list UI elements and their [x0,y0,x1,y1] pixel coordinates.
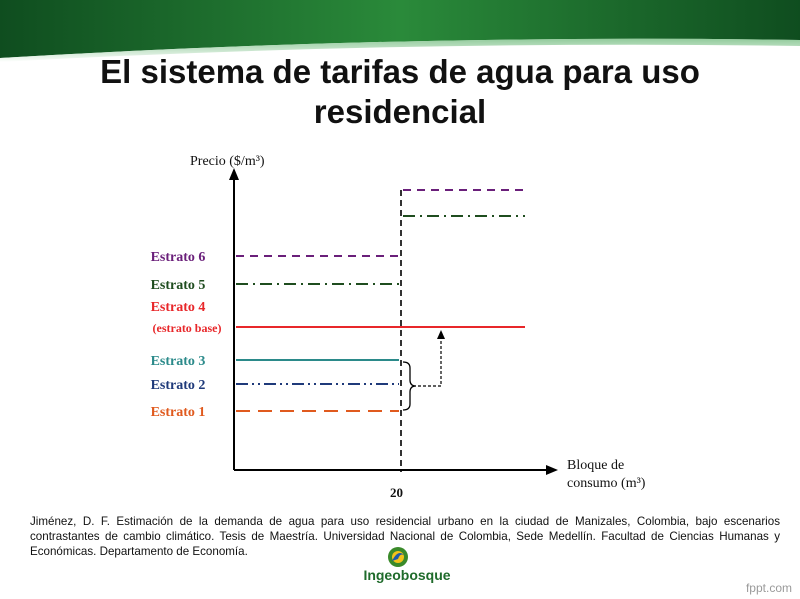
annotation-arrow [418,336,442,387]
series-layer: Estrato 6 Estrato 5 Estrato 4 (estrato base… [151,189,525,420]
citation: Jiménez, D. F. Estimación de la demanda … [30,515,780,558]
header-swoosh [0,0,800,62]
header-band [0,0,800,62]
watermark: fppt.com [745,581,792,595]
x-tick-label: 20 [390,485,403,500]
ingeobosque-logo: Ingeobosque [352,545,462,585]
series-1-label: Estrato 6 [151,250,206,265]
x-axis-label-line2: consumo (m³) [567,476,646,491]
bracket [402,361,417,411]
y-axis-label: Precio ($/m³) [190,154,265,169]
series-3-label: Estrato 4 [151,300,206,315]
annotation-arrowhead [437,330,445,339]
y-axis-arrow [229,168,239,180]
x-axis-label-line1: Bloque de [567,458,624,473]
logo-mark-icon [388,547,408,567]
x-axis-arrow [546,465,558,475]
series-3-sublabel: (estrato base) [153,321,222,335]
tariff-chart: Precio ($/m³) Bloque de consumo (m³) 20 … [151,154,646,500]
series-6-label: Estrato 1 [151,405,206,420]
series-2-label: Estrato 5 [151,278,206,293]
series-5-label: Estrato 2 [151,378,206,393]
slide-title: El sistema de tarifas de agua para uso r… [100,53,700,130]
series-4-label: Estrato 3 [151,354,206,369]
logo-text: Ingeobosque [363,567,451,583]
